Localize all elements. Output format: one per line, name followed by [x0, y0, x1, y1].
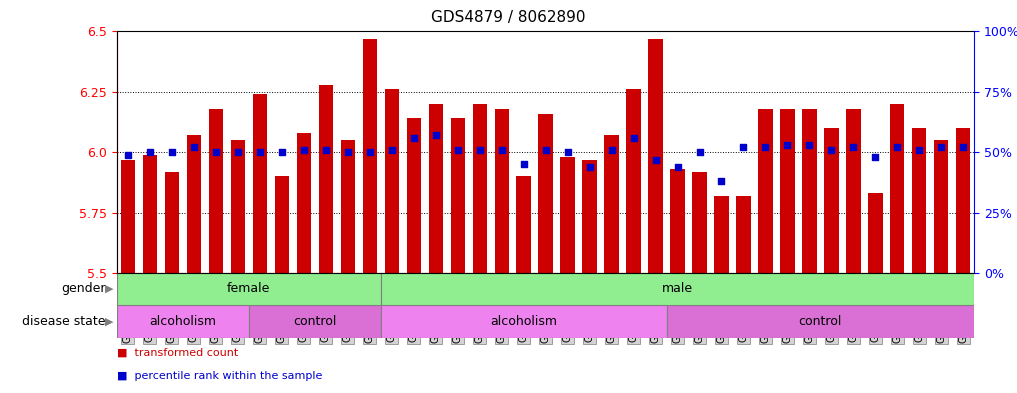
Bar [714, 196, 728, 273]
Point [713, 178, 729, 184]
Point [317, 147, 334, 153]
Bar [121, 160, 135, 273]
Bar [473, 104, 487, 273]
Point [537, 147, 553, 153]
Bar [384, 90, 399, 273]
Point [450, 147, 466, 153]
Text: ■  percentile rank within the sample: ■ percentile rank within the sample [117, 371, 322, 381]
Bar [693, 172, 707, 273]
Bar [759, 109, 773, 273]
Bar [736, 196, 751, 273]
Bar [252, 94, 267, 273]
Point [207, 149, 224, 156]
Text: control: control [293, 315, 337, 328]
Bar [363, 39, 377, 273]
Text: ■  transformed count: ■ transformed count [117, 348, 238, 358]
Point [603, 147, 619, 153]
Point [251, 149, 267, 156]
Point [186, 144, 202, 151]
Bar [869, 193, 883, 273]
Bar [604, 135, 618, 273]
Text: male: male [662, 282, 693, 296]
Point [472, 147, 488, 153]
Bar [538, 114, 553, 273]
Point [296, 147, 312, 153]
Text: ▶: ▶ [105, 316, 114, 326]
Bar [428, 104, 442, 273]
Bar [802, 109, 817, 273]
Bar [231, 140, 245, 273]
Bar [380, 305, 666, 338]
Bar [341, 140, 355, 273]
Bar [890, 104, 904, 273]
Point [582, 163, 598, 170]
Point [669, 163, 685, 170]
Bar [380, 273, 974, 305]
Bar [165, 172, 179, 273]
Bar [275, 176, 289, 273]
Text: control: control [798, 315, 842, 328]
Bar [912, 128, 926, 273]
Point [911, 147, 928, 153]
Bar [666, 305, 974, 338]
Bar [407, 118, 421, 273]
Text: female: female [227, 282, 271, 296]
Point [779, 142, 795, 148]
Point [648, 156, 664, 163]
Point [362, 149, 378, 156]
Bar [318, 84, 333, 273]
Bar [249, 305, 380, 338]
Bar [187, 135, 201, 273]
Point [801, 142, 818, 148]
Bar [583, 160, 597, 273]
Point [692, 149, 708, 156]
Point [230, 149, 246, 156]
Bar [956, 128, 970, 273]
Bar [824, 128, 839, 273]
Point [340, 149, 356, 156]
Bar [142, 155, 157, 273]
Bar [560, 157, 575, 273]
Bar [670, 169, 684, 273]
Bar [451, 118, 465, 273]
Bar [117, 305, 249, 338]
Bar [649, 39, 663, 273]
Bar [517, 176, 531, 273]
Bar [846, 109, 860, 273]
Text: GDS4879 / 8062890: GDS4879 / 8062890 [431, 10, 586, 25]
Point [758, 144, 774, 151]
Text: gender: gender [61, 282, 106, 296]
Point [735, 144, 752, 151]
Text: disease state: disease state [22, 315, 106, 328]
Bar [494, 109, 508, 273]
Point [955, 144, 971, 151]
Point [625, 135, 642, 141]
Point [274, 149, 290, 156]
Point [516, 161, 532, 167]
Point [889, 144, 905, 151]
Text: alcoholism: alcoholism [490, 315, 557, 328]
Point [406, 135, 422, 141]
Bar [935, 140, 949, 273]
Text: ▶: ▶ [105, 284, 114, 294]
Point [824, 147, 840, 153]
Point [868, 154, 884, 160]
Point [141, 149, 158, 156]
Bar [780, 109, 794, 273]
Bar [626, 90, 641, 273]
Point [427, 132, 443, 138]
Text: alcoholism: alcoholism [149, 315, 217, 328]
Point [120, 152, 136, 158]
Bar [208, 109, 223, 273]
Bar [297, 133, 311, 273]
Point [934, 144, 950, 151]
Bar [117, 273, 380, 305]
Point [164, 149, 180, 156]
Point [845, 144, 861, 151]
Point [559, 149, 576, 156]
Point [383, 147, 400, 153]
Point [493, 147, 510, 153]
